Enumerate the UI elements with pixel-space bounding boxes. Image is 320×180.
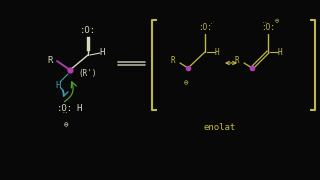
Text: R: R bbox=[47, 55, 53, 64]
Text: R: R bbox=[235, 55, 239, 64]
Text: ·̇: ·̇ bbox=[210, 21, 216, 26]
Text: H: H bbox=[76, 103, 82, 112]
Text: :O:: :O: bbox=[80, 26, 96, 35]
Text: ⊖: ⊖ bbox=[275, 18, 279, 24]
Text: H: H bbox=[215, 48, 219, 57]
Text: H: H bbox=[99, 48, 105, 57]
Text: ⊖: ⊖ bbox=[64, 120, 68, 129]
Text: :O:: :O: bbox=[57, 103, 73, 112]
Text: enolat: enolat bbox=[204, 123, 236, 132]
Text: :O:: :O: bbox=[261, 22, 275, 32]
Text: :O:: :O: bbox=[198, 22, 212, 32]
Text: H: H bbox=[278, 48, 282, 57]
Text: R: R bbox=[171, 55, 175, 64]
Text: (R'): (R') bbox=[79, 69, 97, 78]
Text: H: H bbox=[55, 80, 61, 89]
Text: ··: ·· bbox=[61, 111, 69, 116]
Text: ··: ·· bbox=[262, 21, 268, 26]
Text: ⊖: ⊖ bbox=[184, 78, 188, 87]
